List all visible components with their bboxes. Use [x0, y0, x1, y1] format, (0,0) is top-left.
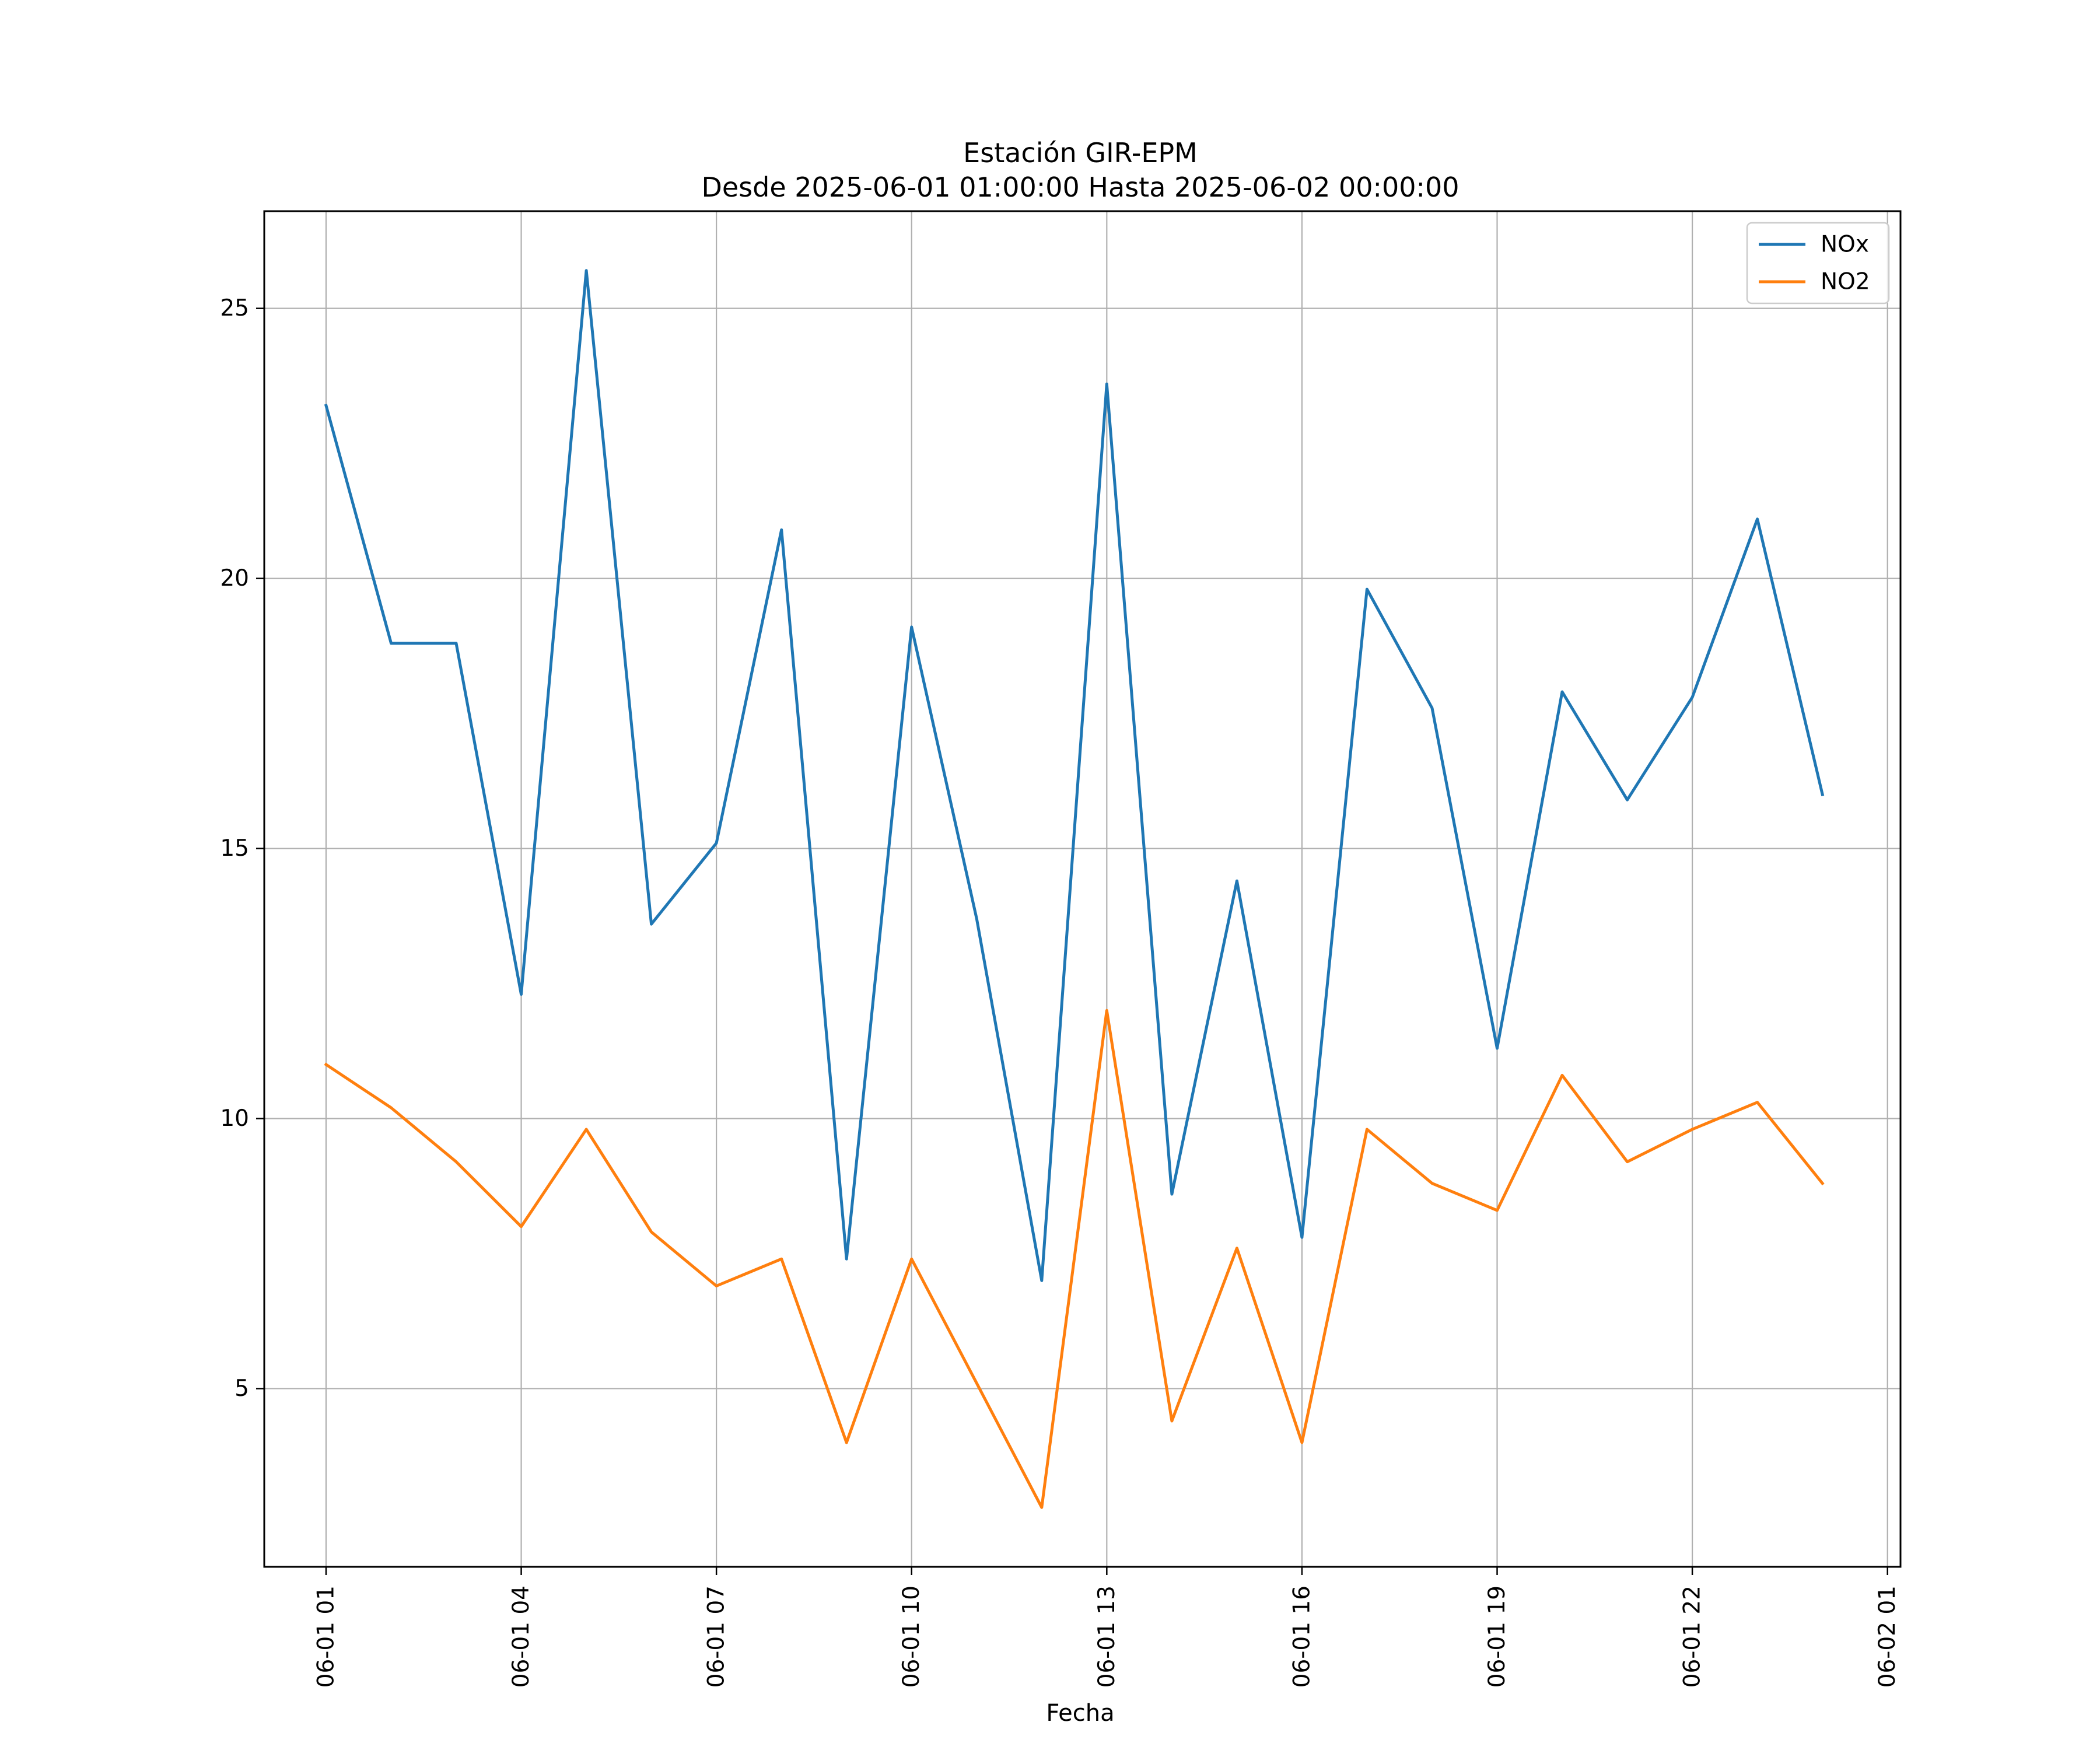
y-tick-label: 10	[220, 1105, 249, 1132]
x-tick-label: 06-01 13	[1094, 1586, 1120, 1688]
x-tick-label: 06-01 07	[704, 1586, 730, 1688]
chart-title: Estación GIR-EPM	[963, 137, 1198, 169]
x-tick-label: 06-01 10	[898, 1586, 925, 1688]
legend-label-no2: NO2	[1821, 269, 1870, 295]
y-tick-label: 25	[220, 295, 249, 321]
legend: NOx NO2	[1746, 222, 1890, 304]
y-tick-label: 15	[220, 835, 249, 862]
series-line-nox	[324, 269, 1825, 1282]
x-tick-label: 06-02 01	[1874, 1586, 1901, 1688]
x-tick-label: 06-01 16	[1289, 1586, 1315, 1688]
y-tick-label: 20	[220, 565, 249, 592]
legend-label-nox: NOx	[1821, 232, 1869, 258]
series-line-no2	[324, 1009, 1825, 1509]
x-tick-label: 06-01 19	[1484, 1586, 1510, 1688]
chart-subtitle: Desde 2025-06-01 01:00:00 Hasta 2025-06-…	[701, 172, 1459, 203]
x-tick-label: 06-01 22	[1679, 1586, 1706, 1688]
axis-ticks: 06-01 01 06-01 04 06-01 07 06-01 10 06-01 13…	[220, 295, 1901, 1688]
x-axis-label: Fecha	[1046, 1700, 1114, 1727]
x-tick-label: 06-01 01	[313, 1586, 339, 1688]
series-lines	[324, 269, 1825, 1509]
plot-frame	[263, 210, 1902, 1568]
grid	[264, 211, 1901, 1567]
x-tick-label: 06-01 04	[508, 1586, 534, 1688]
y-tick-label: 5	[235, 1376, 249, 1402]
